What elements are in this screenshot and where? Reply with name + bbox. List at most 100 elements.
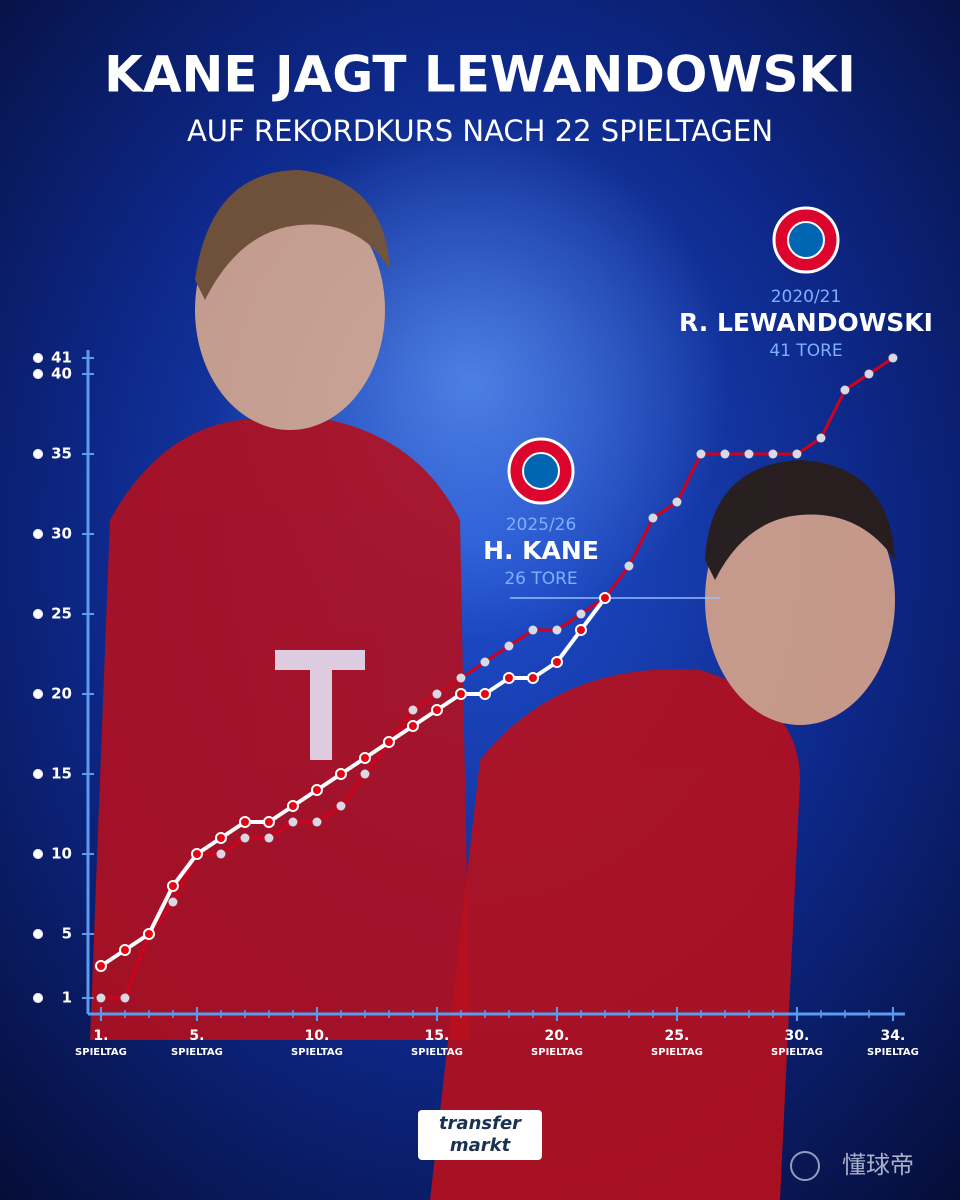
data-point [216,849,226,859]
player-label: R. LEWANDOWSKI [679,308,933,337]
data-point [768,449,778,459]
x-tick-sublabel: SPIELTAG [651,1047,703,1058]
x-tick-sublabel: SPIELTAG [171,1047,223,1058]
y-tick-label: 5 [62,925,72,943]
data-point [526,672,539,684]
data-point [430,704,443,716]
player-label: H. KANE [483,536,599,565]
data-point [96,993,106,1003]
player-kane [90,170,470,1040]
data-point [552,625,562,635]
season-label: 2025/26 [506,515,577,535]
x-tick-label: 20. [545,1028,570,1044]
ball-icon [33,609,43,619]
data-point [336,801,346,811]
plot: 1510152025303540411.SPIELTAG5.SPIELTAG10… [33,349,919,1058]
brand-text: markt [450,1135,512,1156]
ball-icon [33,449,43,459]
data-point [166,880,179,892]
data-point [816,433,826,443]
data-point [360,769,370,779]
data-point [168,897,178,907]
x-tick-sublabel: SPIELTAG [771,1047,823,1058]
data-point [94,960,107,972]
data-point [286,800,299,812]
x-tick-label: 25. [665,1028,690,1044]
data-point [358,752,371,764]
data-point [310,784,323,796]
y-tick-label: 25 [51,605,72,623]
brand-logo: transfer markt [418,1110,542,1160]
x-tick-label: 10. [305,1028,330,1044]
title: KANE JAGT LEWANDOWSKI [104,46,856,104]
data-point [238,816,251,828]
subtitle: AUF REKORDKURS NACH 22 SPIELTAGEN [187,114,773,148]
y-tick-label: 20 [51,685,72,703]
data-point [120,993,130,1003]
data-point [840,385,850,395]
data-point [574,624,587,636]
y-tick-label: 1 [62,989,72,1007]
data-point [744,449,754,459]
x-tick-sublabel: SPIELTAG [75,1047,127,1058]
data-point [288,817,298,827]
data-point [432,689,442,699]
data-point [504,641,514,651]
x-tick-label: 30. [785,1028,810,1044]
watermark: 懂球帝 [842,1151,914,1179]
data-point [648,513,658,523]
data-point [528,625,538,635]
data-point [214,832,227,844]
ball-icon [33,929,43,939]
ball-icon [33,689,43,699]
x-tick-label: 1. [93,1028,108,1044]
x-tick-sublabel: SPIELTAG [291,1047,343,1058]
y-tick-label: 10 [51,845,72,863]
data-point [142,928,155,940]
data-point [888,353,898,363]
series-line [100,356,894,1000]
data-point [406,720,419,732]
y-tick-label: 41 [51,349,72,367]
data-point [696,449,706,459]
data-point [240,833,250,843]
data-point [264,833,274,843]
data-point [480,657,490,667]
data-point [118,944,131,956]
y-tick-label: 35 [51,445,72,463]
x-tick-label: 15. [425,1028,450,1044]
data-point [502,672,515,684]
data-point [672,497,682,507]
total-label: 26 TORE [504,569,577,589]
ball-icon [33,353,43,363]
ball-icon [33,529,43,539]
data-point [190,848,203,860]
ball-icon [33,849,43,859]
data-point [576,609,586,619]
data-point [864,369,874,379]
ball-icon [33,369,43,379]
data-point [478,688,491,700]
data-point [262,816,275,828]
x-tick-sublabel: SPIELTAG [531,1047,583,1058]
data-point [312,817,322,827]
data-point [792,449,802,459]
x-tick-label: 5. [189,1028,204,1044]
y-tick-label: 15 [51,765,72,783]
data-point [334,768,347,780]
data-point [720,449,730,459]
x-tick-label: 34. [881,1028,906,1044]
brand-text: transfer [439,1113,522,1134]
x-tick-sublabel: SPIELTAG [411,1047,463,1058]
data-point [598,592,611,604]
data-point [454,688,467,700]
data-point [382,736,395,748]
data-point [550,656,563,668]
season-label: 2020/21 [771,287,842,307]
club-logos [507,206,840,505]
y-tick-label: 40 [51,365,72,383]
total-label: 41 TORE [769,341,842,361]
ball-icon [33,993,43,1003]
player-lewandowski [430,460,895,1200]
